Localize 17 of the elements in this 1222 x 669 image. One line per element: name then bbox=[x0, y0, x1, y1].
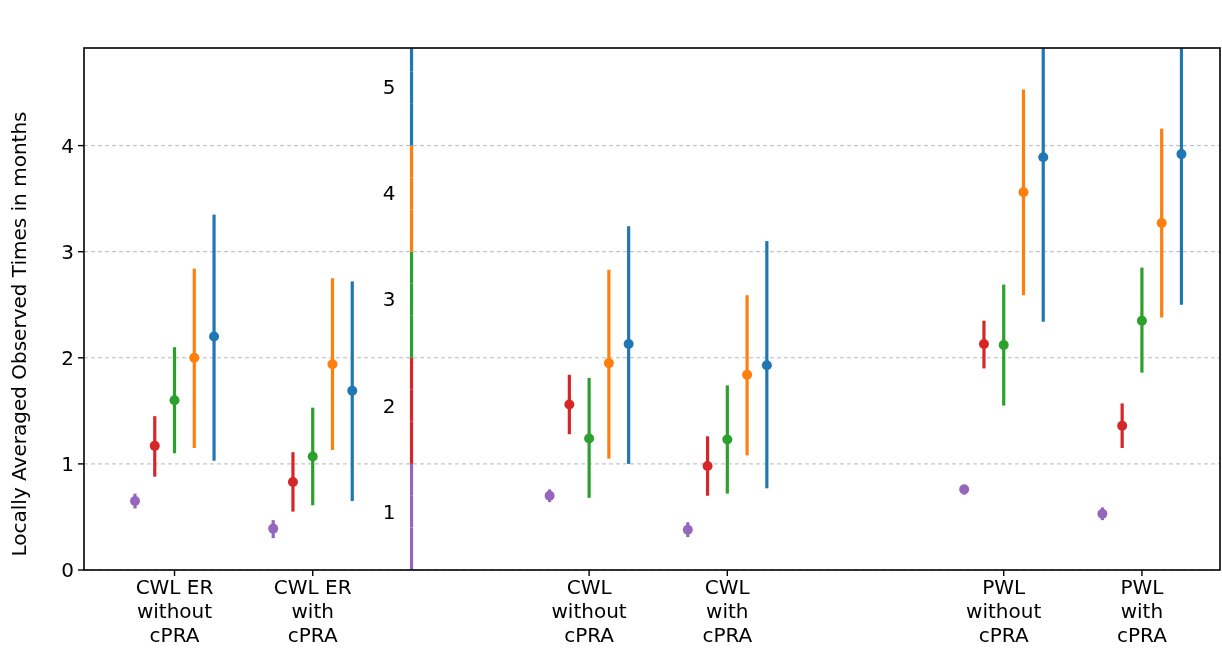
y-tick-label: 1 bbox=[61, 451, 74, 476]
y-tick-label: 2 bbox=[61, 345, 74, 370]
legend-label: 5 bbox=[382, 75, 396, 100]
y-tick-label: 3 bbox=[61, 239, 74, 264]
legend-label: 4 bbox=[382, 181, 396, 206]
x-tick-label: CWL with cPRA bbox=[702, 575, 753, 647]
x-tick-label: PWL without cPRA bbox=[966, 575, 1042, 647]
x-tick-label: PWL with cPRA bbox=[1117, 575, 1168, 647]
x-tick-label: CWL ER with cPRA bbox=[273, 575, 352, 647]
y-tick-label: 0 bbox=[61, 558, 74, 582]
x-tick-label: CWL ER without cPRA bbox=[135, 575, 214, 647]
legend-label: 3 bbox=[382, 287, 396, 312]
legend-label: 1 bbox=[382, 499, 396, 524]
y-axis-title: Locally Averaged Observed Times in months bbox=[7, 111, 31, 557]
legend-label: 2 bbox=[382, 393, 396, 418]
x-tick-label: CWL without cPRA bbox=[551, 575, 627, 647]
y-tick-label: 4 bbox=[61, 133, 74, 158]
